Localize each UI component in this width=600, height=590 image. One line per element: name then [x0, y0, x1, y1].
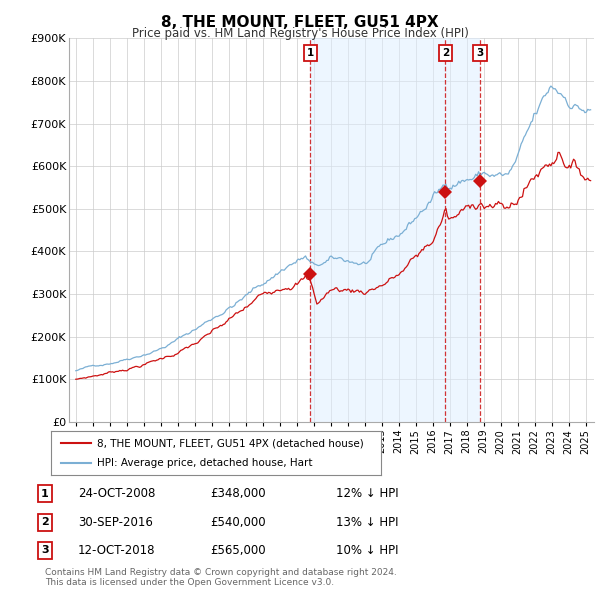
Text: 8, THE MOUNT, FLEET, GU51 4PX (detached house): 8, THE MOUNT, FLEET, GU51 4PX (detached …	[97, 438, 364, 448]
Text: 8, THE MOUNT, FLEET, GU51 4PX: 8, THE MOUNT, FLEET, GU51 4PX	[161, 15, 439, 30]
Text: 2: 2	[41, 517, 49, 527]
Text: 3: 3	[41, 546, 49, 555]
Text: £348,000: £348,000	[210, 487, 266, 500]
Text: 13% ↓ HPI: 13% ↓ HPI	[336, 516, 398, 529]
Text: 10% ↓ HPI: 10% ↓ HPI	[336, 544, 398, 557]
Text: HPI: Average price, detached house, Hart: HPI: Average price, detached house, Hart	[97, 458, 313, 467]
Text: Contains HM Land Registry data © Crown copyright and database right 2024.
This d: Contains HM Land Registry data © Crown c…	[45, 568, 397, 587]
Text: 3: 3	[476, 48, 484, 58]
Text: 12-OCT-2018: 12-OCT-2018	[78, 544, 155, 557]
Text: 30-SEP-2016: 30-SEP-2016	[78, 516, 153, 529]
Text: 1: 1	[307, 48, 314, 58]
Text: £565,000: £565,000	[210, 544, 266, 557]
Bar	[310, 38, 480, 422]
Text: 1: 1	[41, 489, 49, 499]
Text: £540,000: £540,000	[210, 516, 266, 529]
Text: 2: 2	[442, 48, 449, 58]
Text: 24-OCT-2008: 24-OCT-2008	[78, 487, 155, 500]
Text: Price paid vs. HM Land Registry's House Price Index (HPI): Price paid vs. HM Land Registry's House …	[131, 27, 469, 40]
Text: 12% ↓ HPI: 12% ↓ HPI	[336, 487, 398, 500]
